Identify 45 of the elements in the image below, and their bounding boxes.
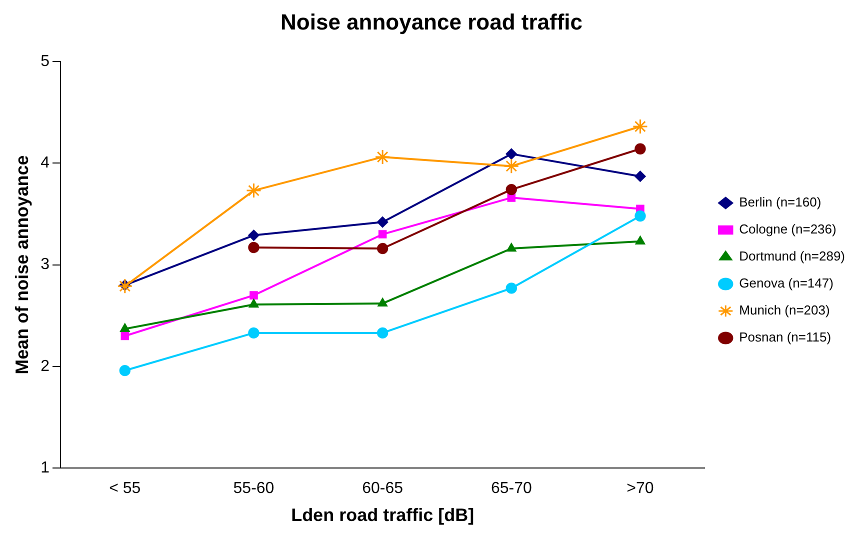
point — [378, 230, 387, 238]
point — [634, 210, 646, 222]
y-tick-label: 2 — [40, 358, 50, 375]
x-tick-label: < 55 — [109, 480, 141, 498]
point — [506, 184, 517, 196]
point — [376, 327, 388, 339]
x-tick-label: 65-70 — [490, 480, 532, 498]
legend-label: Dortmund (n=289) — [739, 248, 846, 264]
point — [504, 158, 520, 174]
legend-label: Posnan (n=115) — [739, 330, 832, 345]
x-tick-label: 55-60 — [233, 480, 274, 498]
point — [117, 278, 133, 294]
x-tick-label: >70 — [626, 480, 654, 498]
point — [120, 332, 130, 340]
point — [248, 242, 260, 254]
y-tick-label: 5 — [40, 52, 50, 70]
legend-label: Munich (n=203) — [739, 302, 830, 318]
point — [374, 149, 390, 165]
point — [376, 242, 388, 254]
point — [248, 230, 260, 241]
point — [248, 327, 260, 339]
legend-label: Genova (n=147) — [739, 276, 834, 291]
chart-title: Noise annoyance road traffic — [280, 9, 582, 34]
legend-label: Cologne (n=236) — [739, 222, 836, 237]
point — [634, 143, 646, 154]
x-tick-label: 60-65 — [362, 480, 404, 498]
point — [120, 323, 130, 332]
point — [248, 298, 259, 308]
point — [506, 148, 517, 160]
y-tick-label: 3 — [40, 256, 50, 274]
x-axis-title: Lden road traffic [dB] — [291, 505, 474, 526]
y-axis-title: Mean of noise annoyance — [12, 155, 32, 374]
point — [506, 242, 516, 252]
point — [634, 170, 646, 182]
point — [632, 118, 648, 134]
y-tick-label: 4 — [40, 154, 50, 172]
point — [376, 216, 388, 228]
point — [635, 236, 646, 245]
y-tick-label: 1 — [40, 460, 50, 477]
point — [119, 364, 131, 376]
point — [246, 182, 262, 198]
point — [250, 291, 258, 300]
legend-label: Berlin (n=160) — [739, 194, 822, 210]
point — [506, 282, 517, 294]
point — [378, 298, 388, 307]
